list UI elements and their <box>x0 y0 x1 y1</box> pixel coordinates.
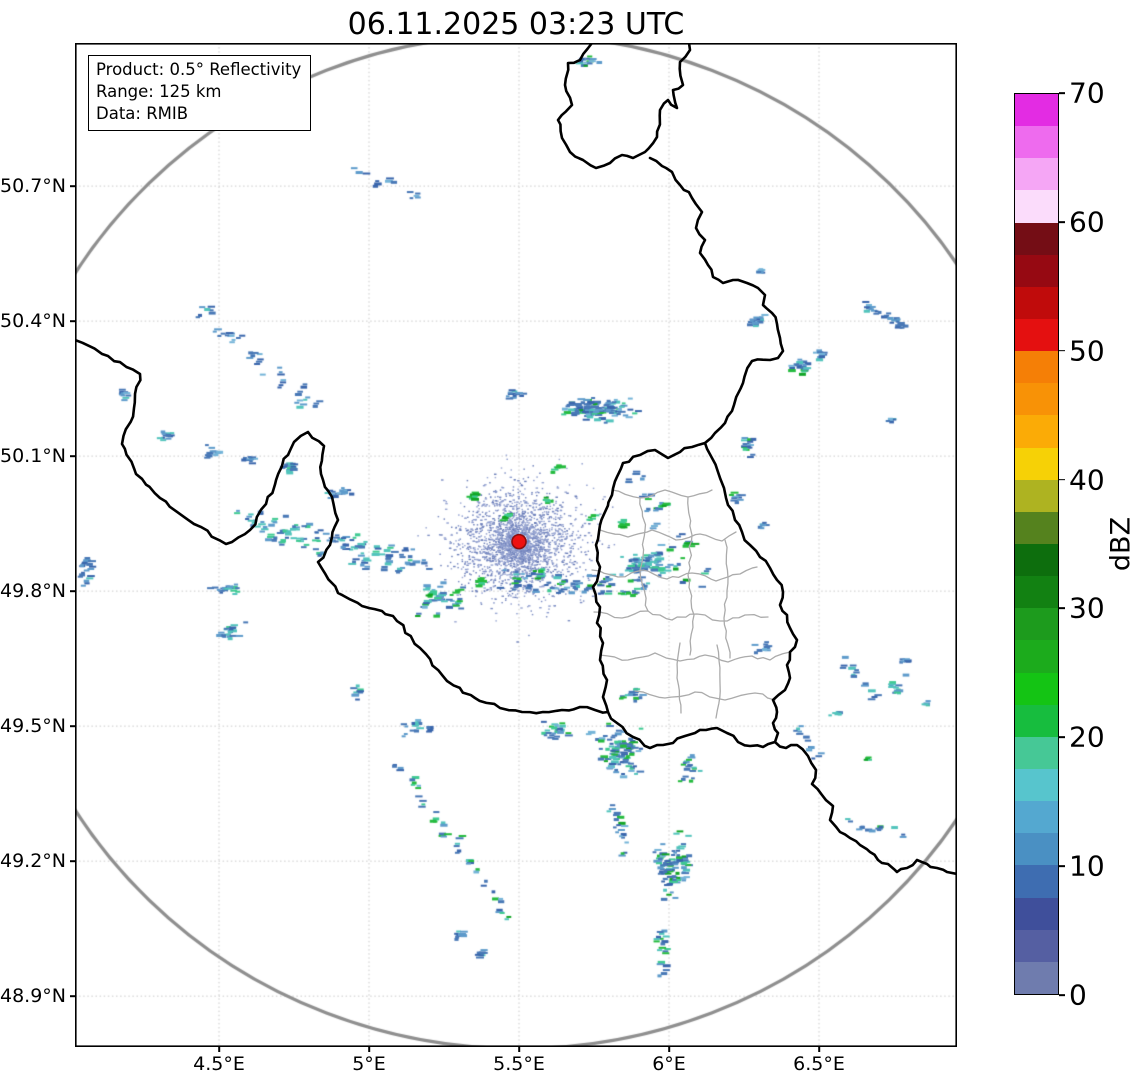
admin-border <box>676 642 682 714</box>
colorbar-segment <box>1015 929 1058 962</box>
colorbar-tick-mark <box>1059 478 1065 481</box>
admin-border <box>611 489 713 499</box>
colorbar-tick-mark <box>1059 221 1065 223</box>
y-axis-tick-mark <box>70 725 75 727</box>
y-axis-tick-mark <box>70 320 75 322</box>
y-axis-tick-label: 49.8°N <box>0 580 67 603</box>
admin-border <box>715 644 721 719</box>
x-axis-tick-label: 5.5°E <box>493 1053 545 1075</box>
country-border <box>75 338 610 715</box>
page-title: 06.11.2025 03:23 UTC <box>347 7 685 42</box>
colorbar-segment <box>1015 736 1058 769</box>
admin-border <box>723 539 731 659</box>
colorbar-segment <box>1015 126 1058 159</box>
colorbar-tick-label: 20 <box>1069 720 1105 754</box>
country-border <box>648 156 785 445</box>
colorbar-segment <box>1015 543 1058 577</box>
x-axis-tick-mark <box>368 1047 370 1052</box>
country-border <box>556 43 692 170</box>
y-axis-tick-mark <box>70 860 75 862</box>
x-axis-tick-mark <box>668 1047 670 1052</box>
colorbar <box>1014 93 1059 995</box>
map-plot-area <box>75 43 957 1047</box>
admin-border <box>599 651 791 663</box>
y-axis-tick-label: 49.2°N <box>0 850 67 873</box>
colorbar-segment <box>1015 383 1058 416</box>
colorbar-segment <box>1015 833 1058 866</box>
product-line: Product: 0.5° Reflectivity <box>96 60 302 79</box>
colorbar-segment <box>1015 94 1058 127</box>
admin-border <box>687 496 695 656</box>
y-axis-tick-mark <box>70 185 75 187</box>
colorbar-segment <box>1015 672 1058 705</box>
colorbar-tick-label: 50 <box>1069 334 1105 368</box>
y-axis-tick-label: 50.7°N <box>0 175 67 198</box>
colorbar-tick-mark <box>1059 349 1065 352</box>
y-axis-tick-label: 48.9°N <box>0 985 67 1008</box>
colorbar-segment <box>1015 415 1058 448</box>
plot-frame <box>75 43 957 1047</box>
colorbar-units-label: dBZ <box>1105 516 1137 572</box>
colorbar-segment <box>1015 158 1058 191</box>
colorbar-tick-label: 30 <box>1069 591 1105 625</box>
colorbar-tick-mark <box>1059 865 1065 867</box>
admin-border <box>599 529 737 542</box>
colorbar-segment <box>1015 222 1058 255</box>
colorbar-segment <box>1015 318 1058 352</box>
colorbar-segment <box>1015 351 1058 384</box>
x-axis-tick-mark <box>518 1047 520 1052</box>
colorbar-tick-label: 0 <box>1069 978 1087 1012</box>
colorbar-segment <box>1015 640 1058 673</box>
x-axis-tick-mark <box>218 1047 220 1052</box>
y-axis-tick-label: 50.1°N <box>0 445 67 468</box>
colorbar-segment <box>1015 479 1058 512</box>
colorbar-segment <box>1015 576 1058 609</box>
product-info-box: Product: 0.5° Reflectivity Range: 125 km… <box>88 55 312 132</box>
y-axis-tick-mark <box>70 455 75 457</box>
x-axis-tick-label: 4.5°E <box>193 1053 245 1075</box>
x-axis-tick-label: 5°E <box>352 1053 386 1075</box>
colorbar-segment <box>1015 286 1058 319</box>
admin-border <box>593 610 769 622</box>
colorbar-tick-mark <box>1059 736 1065 739</box>
y-axis-tick-label: 49.5°N <box>0 715 67 738</box>
country-border <box>591 441 799 750</box>
colorbar-segment <box>1015 961 1058 994</box>
colorbar-tick-mark <box>1059 92 1065 94</box>
colorbar-tick-mark <box>1059 607 1065 610</box>
admin-border <box>591 566 758 582</box>
x-axis-tick-label: 6°E <box>652 1053 686 1075</box>
range-line: Range: 125 km <box>96 82 222 102</box>
x-axis-tick-mark <box>818 1047 820 1052</box>
country-border <box>773 740 957 876</box>
colorbar-segment <box>1015 254 1058 287</box>
colorbar-tick-label: 70 <box>1069 76 1105 110</box>
colorbar-segment <box>1015 704 1058 737</box>
y-axis-tick-label: 50.4°N <box>0 310 67 333</box>
colorbar-segment <box>1015 768 1058 802</box>
admin-border <box>639 497 649 612</box>
data-source-line: Data: RMIB <box>96 104 189 124</box>
colorbar-segment <box>1015 897 1058 930</box>
colorbar-segment <box>1015 190 1058 223</box>
radar-site-marker <box>511 533 527 550</box>
colorbar-segment <box>1015 608 1058 641</box>
colorbar-tick-label: 60 <box>1069 205 1105 239</box>
y-axis-tick-mark <box>70 995 75 997</box>
admin-border <box>634 690 776 701</box>
colorbar-segment <box>1015 447 1058 480</box>
colorbar-segment <box>1015 801 1058 834</box>
colorbar-tick-label: 40 <box>1069 463 1105 497</box>
colorbar-tick-label: 10 <box>1069 849 1105 883</box>
y-axis-tick-mark <box>70 590 75 592</box>
colorbar-segment <box>1015 511 1058 544</box>
x-axis-tick-label: 6.5°E <box>793 1053 845 1075</box>
colorbar-segment <box>1015 865 1058 898</box>
colorbar-tick-mark <box>1059 994 1065 996</box>
map-borders-layer <box>75 43 957 1047</box>
